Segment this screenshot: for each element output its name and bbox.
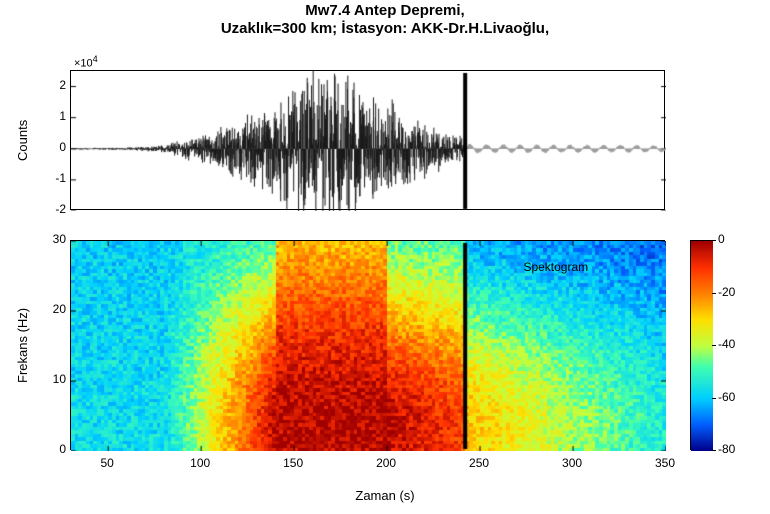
- spectrogram-xtick-label: 350: [650, 456, 680, 470]
- spectrogram-xtick-label: 100: [185, 456, 215, 470]
- waveform-ytick-label: 0: [42, 140, 66, 154]
- spectrogram-ytick-label: 20: [40, 302, 66, 316]
- spectrogram-ytick-label: 30: [40, 232, 66, 246]
- x-axis-label: Zaman (s): [0, 488, 770, 503]
- waveform-ytick-label: -1: [42, 171, 66, 185]
- spectrogram-annotation: Spektogram: [523, 260, 588, 274]
- waveform-ytick-label: -2: [42, 202, 66, 216]
- spectrogram-xtick-label: 150: [278, 456, 308, 470]
- colorbar-tick-label: 0: [718, 232, 725, 246]
- spectrogram-xtick-label: 300: [557, 456, 587, 470]
- colorbar-tick: [712, 345, 716, 346]
- waveform-ytick-label: 2: [42, 78, 66, 92]
- mult-exp: 4: [93, 54, 98, 64]
- spectrogram-xtick-label: 200: [371, 456, 401, 470]
- waveform-ylabel: Counts: [15, 70, 30, 210]
- colorbar-tick: [712, 293, 716, 294]
- waveform-y-multiplier: ×104: [74, 54, 98, 70]
- colorbar-tick-label: -80: [718, 442, 735, 456]
- colorbar-tick-label: -60: [718, 390, 735, 404]
- spectrogram-ytick-label: 10: [40, 372, 66, 386]
- colorbar-canvas: [691, 241, 713, 451]
- spectrogram-ylabel: Frekans (Hz): [15, 240, 30, 450]
- mult-base: ×10: [74, 58, 93, 70]
- spectrogram-ytick-label: 0: [40, 442, 66, 456]
- colorbar-tick: [712, 398, 716, 399]
- chart-title-line1: Mw7.4 Antep Depremi,: [0, 2, 770, 19]
- waveform-canvas: [71, 71, 666, 211]
- colorbar-tick: [712, 450, 716, 451]
- waveform-ytick-label: 1: [42, 109, 66, 123]
- colorbar-tick: [712, 240, 716, 241]
- colorbar-tick-label: -40: [718, 337, 735, 351]
- colorbar: [690, 240, 712, 450]
- spectrogram-xtick-label: 50: [92, 456, 122, 470]
- colorbar-tick-label: -20: [718, 285, 735, 299]
- spectrogram-xtick-label: 250: [464, 456, 494, 470]
- waveform-plot: [70, 70, 665, 210]
- chart-title-line2: Uzaklık=300 km; İstasyon: AKK-Dr.H.Livao…: [0, 20, 770, 37]
